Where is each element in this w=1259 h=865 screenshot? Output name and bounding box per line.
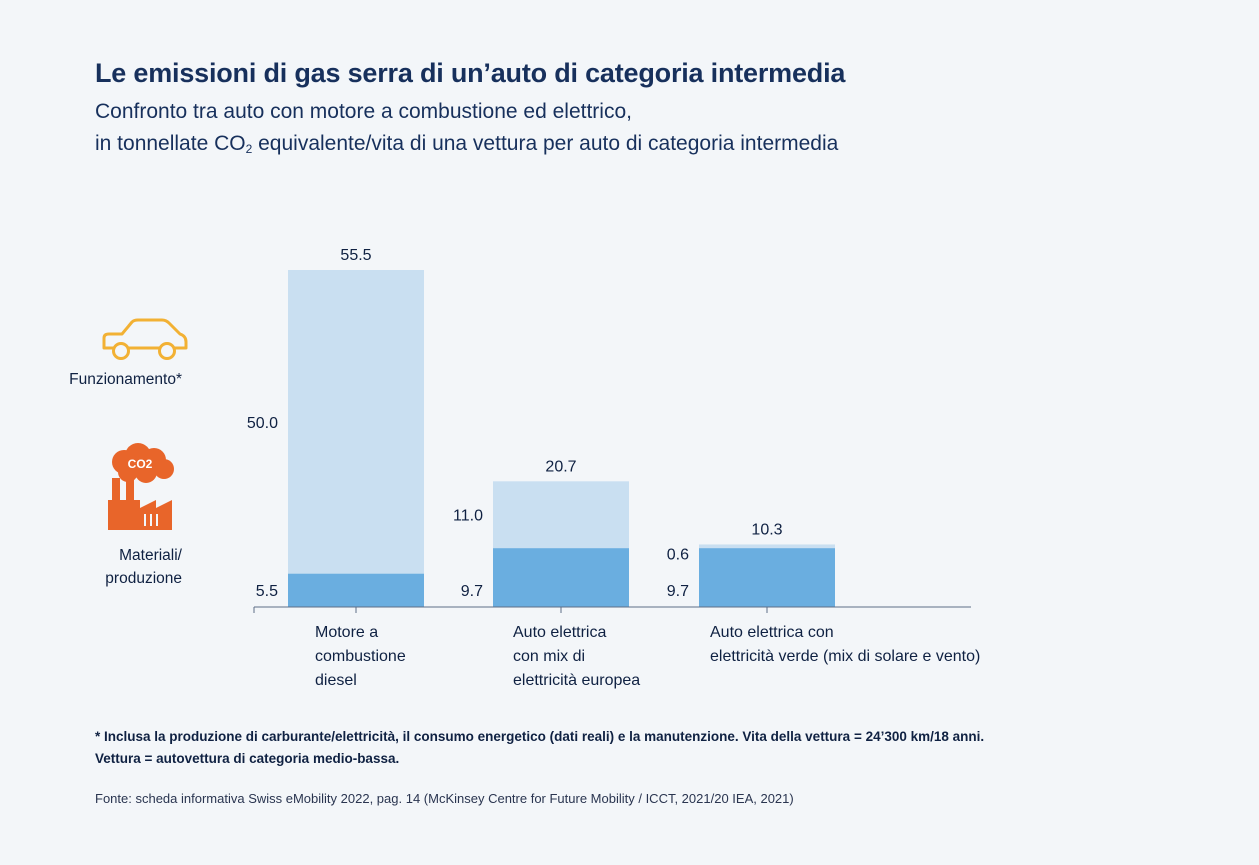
car-icon	[102, 318, 188, 360]
category-label-2: Auto elettrica con elettricità verde (mi…	[710, 621, 980, 669]
footnote-line-2: Vettura = autovettura di categoria medio…	[95, 751, 400, 766]
category-label-1: Auto elettrica con mix di elettricità eu…	[513, 621, 640, 693]
chart-subtitle: Confronto tra auto con motore a combusti…	[95, 96, 838, 165]
footnote-line-1: * Inclusa la produzione di carburante/el…	[95, 729, 985, 744]
subtitle-line-2-b: equivalente/vita di una vettura per auto…	[252, 132, 839, 155]
total-value-label-1: 20.7	[545, 458, 576, 475]
bar-segment-2-1	[699, 544, 835, 549]
category-label-2-line-1: Auto elettrica con	[710, 624, 834, 641]
legend-production-label-line-1: Materiali/	[119, 547, 182, 564]
legend-operation-label: Funzionamento*	[69, 371, 182, 388]
segment-value-label-1-1: 11.0	[453, 508, 483, 525]
bar-segment-1-0	[493, 548, 629, 607]
category-label-0: Motore a combustione diesel	[315, 621, 406, 693]
segment-value-label-2-1: 0.6	[667, 546, 689, 563]
category-label-0-line-1: Motore a	[315, 624, 379, 641]
segment-value-label-0-0: 5.5	[256, 583, 278, 600]
co2-icon-text: CO2	[128, 457, 153, 471]
legend-production-label: Materiali/ produzione	[30, 544, 182, 590]
bar-segment-2-0	[699, 548, 835, 607]
bar-segment-1-1	[493, 481, 629, 549]
bar-segment-0-1	[288, 270, 424, 574]
bar-segment-0-0	[288, 573, 424, 607]
subtitle-line-2: in tonnellate CO2 equivalente/vita di un…	[95, 128, 838, 165]
source-note: Fonte: scheda informativa Swiss eMobilit…	[95, 791, 794, 806]
footnote: * Inclusa la produzione di carburante/el…	[95, 726, 1195, 770]
category-label-0-line-2: combustione	[315, 648, 406, 665]
segment-value-label-2-0: 9.7	[667, 583, 689, 600]
category-label-2-line-2: elettricità verde (mix di solare e vento…	[710, 648, 981, 665]
total-value-label-0: 55.5	[340, 247, 371, 264]
total-value-label-2: 10.3	[751, 521, 782, 538]
segment-value-label-1-0: 9.7	[461, 583, 483, 600]
category-label-1-line-1: Auto elettrica	[513, 624, 607, 641]
category-label-1-line-3: elettricità europea	[513, 672, 641, 689]
category-label-1-line-2: con mix di	[513, 648, 586, 665]
legend-production-label-line-2: produzione	[105, 570, 182, 587]
factory-co2-icon: CO2	[108, 443, 174, 530]
subtitle-line-1: Confronto tra auto con motore a combusti…	[95, 100, 632, 123]
subtitle-line-2-a: in tonnellate CO	[95, 132, 246, 155]
category-label-0-line-3: diesel	[315, 672, 357, 689]
segment-value-label-0-1: 50.0	[247, 415, 278, 432]
chart-title: Le emissioni di gas serra di un’auto di …	[95, 58, 846, 88]
subtitle-subscript: 2	[245, 142, 253, 156]
